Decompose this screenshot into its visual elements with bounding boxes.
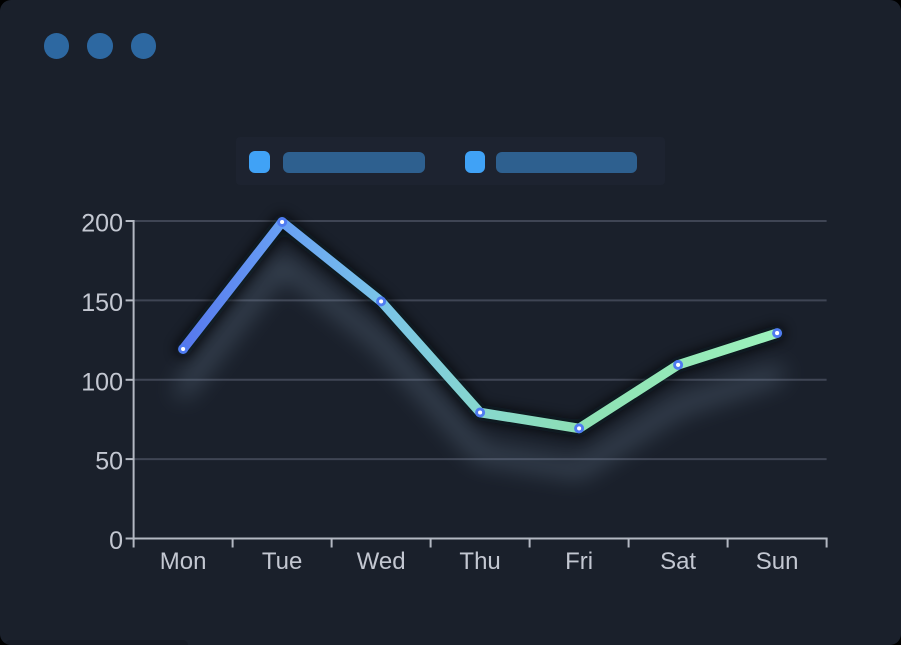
svg-text:Sun: Sun <box>756 548 799 575</box>
svg-text:100: 100 <box>81 368 123 396</box>
svg-text:0: 0 <box>109 527 123 555</box>
svg-text:Fri: Fri <box>565 548 593 575</box>
svg-text:50: 50 <box>95 448 123 476</box>
svg-text:Tue: Tue <box>262 548 302 575</box>
svg-text:Sat: Sat <box>660 548 696 575</box>
svg-text:Thu: Thu <box>459 548 500 575</box>
svg-text:200: 200 <box>81 210 123 238</box>
svg-text:Wed: Wed <box>357 548 406 575</box>
svg-text:150: 150 <box>81 289 123 317</box>
svg-text:Mon: Mon <box>160 548 207 575</box>
